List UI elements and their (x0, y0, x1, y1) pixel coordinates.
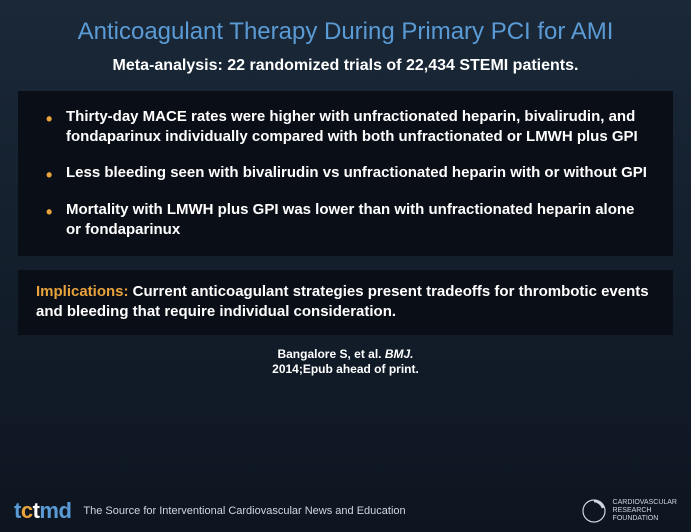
crf-logo: CARDIOVASCULAR RESEARCH FOUNDATION (581, 498, 677, 524)
crf-line: CARDIOVASCULAR (613, 499, 677, 507)
implications-text: Current anticoagulant strategies present… (36, 283, 649, 320)
citation-journal: BMJ. (385, 347, 414, 361)
footer-bar: tctmd The Source for Interventional Card… (0, 490, 691, 532)
implications-box: Implications: Current anticoagulant stra… (18, 270, 673, 335)
citation-authors: Bangalore S, et al. (277, 347, 384, 361)
slide-title: Anticoagulant Therapy During Primary PCI… (0, 0, 691, 56)
bullet-item: Less bleeding seen with bivalirudin vs u… (46, 163, 653, 183)
logo-letter: t (14, 498, 21, 523)
logo-letter: md (39, 498, 71, 523)
bullet-item: Mortality with LMWH plus GPI was lower t… (46, 200, 653, 241)
citation-year: 2014;Epub ahead of print. (272, 362, 419, 376)
crf-icon (581, 498, 607, 524)
findings-box: Thirty-day MACE rates were higher with u… (18, 91, 673, 256)
crf-line: FOUNDATION (613, 515, 677, 523)
bullet-item: Thirty-day MACE rates were higher with u… (46, 107, 653, 148)
footer-tagline: The Source for Interventional Cardiovasc… (83, 505, 580, 517)
slide-subtitle: Meta-analysis: 22 randomized trials of 2… (0, 56, 691, 91)
crf-line: RESEARCH (613, 507, 677, 515)
citation: Bangalore S, et al. BMJ. 2014;Epub ahead… (0, 347, 691, 378)
implications-label: Implications: (36, 283, 129, 300)
logo-letter: c (21, 498, 33, 523)
crf-text: CARDIOVASCULAR RESEARCH FOUNDATION (613, 499, 677, 522)
tctmd-logo: tctmd (14, 498, 71, 524)
